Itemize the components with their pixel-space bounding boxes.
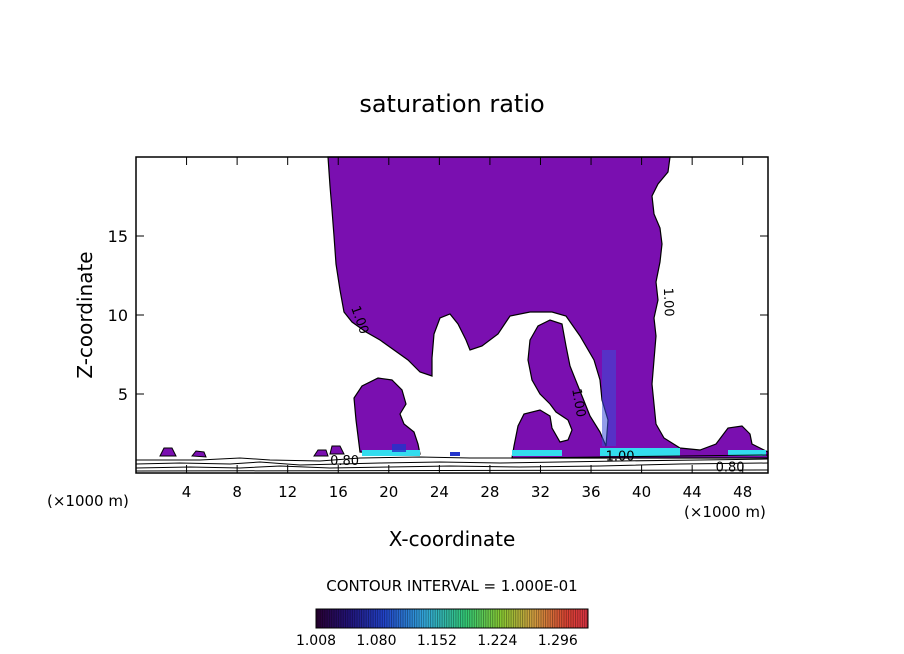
colorbar-tick-label: 1.080 bbox=[356, 633, 396, 649]
x-tick-label: 24 bbox=[430, 483, 449, 501]
contour-label: 0.80 bbox=[716, 460, 745, 475]
colorbar-stripes bbox=[316, 609, 588, 628]
colorbar-frame bbox=[315, 608, 589, 629]
contour-labels: 1.001.001.001.000.80 0.80 bbox=[330, 288, 744, 476]
cloud-small-blob-3 bbox=[313, 449, 329, 457]
x-tick-label: 4 bbox=[182, 483, 192, 501]
x-unit-right: (×1000 m) bbox=[684, 503, 766, 521]
x-tick-label: 16 bbox=[329, 483, 348, 501]
cyan-patch-3 bbox=[600, 448, 680, 456]
x-tick-label: 40 bbox=[632, 483, 651, 501]
x-tick-label: 28 bbox=[480, 483, 499, 501]
cloud-small-blob-1 bbox=[159, 447, 177, 457]
cyan-patch-4 bbox=[728, 450, 766, 456]
colorbar-tick-label: 1.224 bbox=[477, 633, 517, 649]
x-tick-label: 20 bbox=[379, 483, 398, 501]
cyan-patch-1 bbox=[362, 450, 420, 456]
y-axis: 5 10 15 bbox=[108, 227, 768, 404]
contour-label: 1.00 bbox=[568, 387, 588, 418]
colorbar: 1.008 1.080 1.152 1.224 1.296 bbox=[296, 608, 589, 649]
contour-label: 0.80 bbox=[330, 454, 359, 469]
contour-line-4 bbox=[135, 469, 769, 472]
x-tick-label: 32 bbox=[531, 483, 550, 501]
x-tick-label: 44 bbox=[683, 483, 702, 501]
x-tick-label: 36 bbox=[581, 483, 600, 501]
cloud-left-lobe bbox=[353, 377, 421, 455]
cloud-small-blob-4 bbox=[329, 445, 345, 455]
x-tick-label: 12 bbox=[278, 483, 297, 501]
contour-interval-label: CONTOUR INTERVAL = 1.000E-01 bbox=[326, 577, 577, 595]
colorbar-tick-label: 1.008 bbox=[296, 633, 336, 649]
contour-label: 1.00 bbox=[606, 449, 635, 464]
x-tick-label: 48 bbox=[733, 483, 752, 501]
x-axis: 4 8 12 16 20 24 28 32 36 40 44 48 bbox=[182, 157, 752, 501]
blue-patch-3 bbox=[450, 452, 460, 456]
colorbar-tick-label: 1.296 bbox=[538, 633, 578, 649]
contour-label: 1.00 bbox=[660, 288, 676, 317]
y-tick-label: 15 bbox=[108, 227, 128, 246]
cloud-small-blob-2 bbox=[191, 450, 207, 458]
plot-area: 1.001.001.001.000.80 0.80 bbox=[135, 156, 769, 476]
blue-patch-1 bbox=[392, 444, 406, 452]
x-unit-left: (×1000 m) bbox=[47, 492, 129, 510]
chart-title: saturation ratio bbox=[359, 90, 544, 118]
x-tick-label: 8 bbox=[232, 483, 242, 501]
contour-line-3 bbox=[135, 462, 769, 469]
y-axis-label: Z-coordinate bbox=[73, 251, 97, 378]
contour-line-2 bbox=[135, 458, 769, 466]
cloud-main bbox=[327, 156, 769, 459]
colorbar-ticks: 1.008 1.080 1.152 1.224 1.296 bbox=[296, 633, 578, 649]
y-tick-label: 10 bbox=[108, 306, 128, 325]
blue-patch-2 bbox=[602, 350, 616, 446]
x-axis-label: X-coordinate bbox=[389, 527, 516, 551]
colorbar-tick-label: 1.152 bbox=[417, 633, 457, 649]
contour-line-1 bbox=[136, 454, 769, 462]
cyan-patch-2 bbox=[512, 450, 562, 456]
y-tick-label: 5 bbox=[118, 385, 128, 404]
surface-contours bbox=[135, 454, 769, 472]
